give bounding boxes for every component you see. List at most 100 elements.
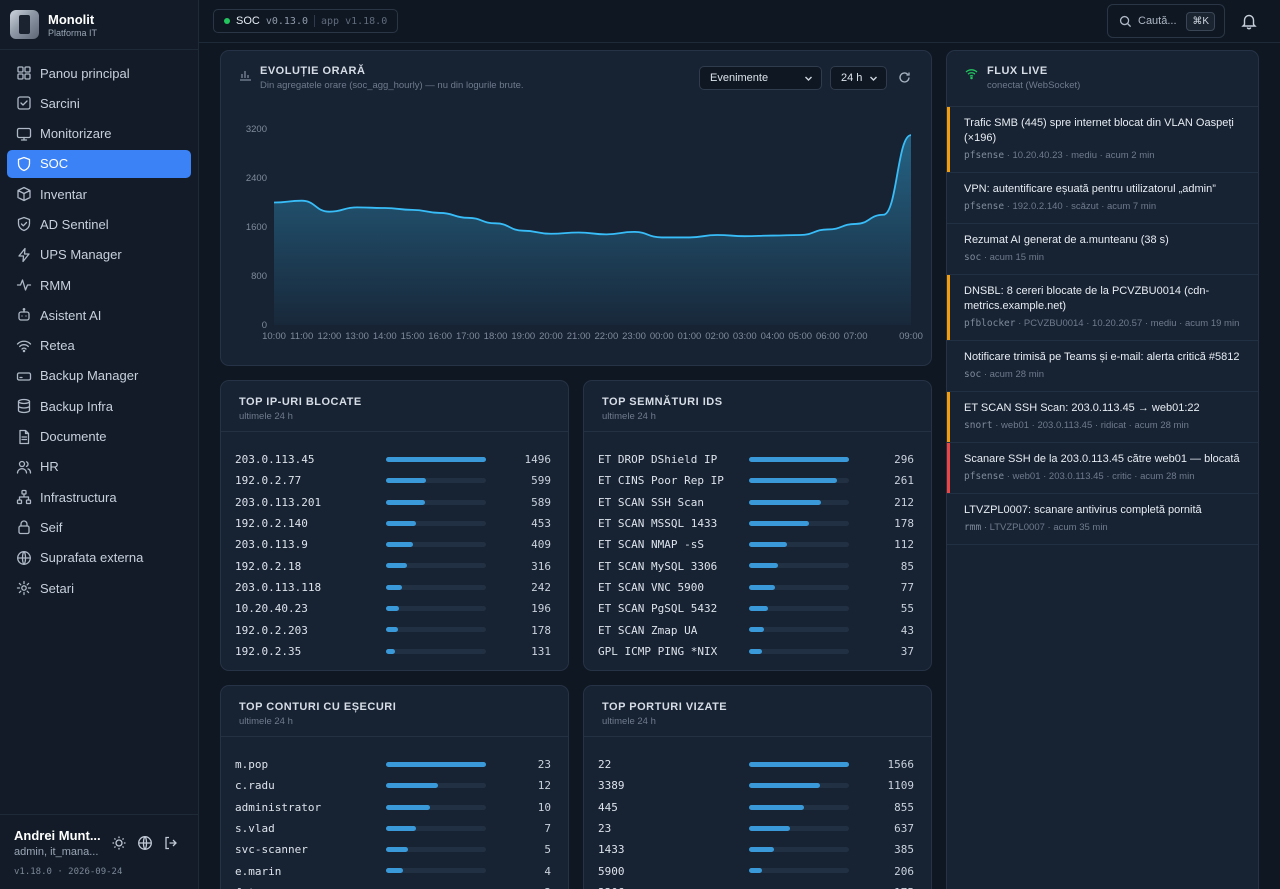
- item-value: 855: [894, 800, 914, 814]
- list-item[interactable]: GPL ICMP PING *NIX 37: [598, 641, 917, 662]
- list-item[interactable]: 5900 206: [598, 860, 917, 881]
- list-item[interactable]: 1433 385: [598, 839, 917, 860]
- item-bar: [749, 520, 849, 526]
- sidebar-item-panou-principal[interactable]: Panou principal: [7, 59, 191, 87]
- sidebar-item-hr[interactable]: HR: [7, 453, 191, 481]
- panel-title: TOP SEMNĂTURI IDS: [602, 396, 723, 408]
- sidebar-item-ups-manager[interactable]: UPS Manager: [7, 241, 191, 269]
- feed-item[interactable]: Rezumat AI generat de a.munteanu (38 s) s…: [947, 224, 1258, 275]
- top-ids-signatures-panel: TOP SEMNĂTURI IDS ultimele 24 h ET DROP DS…: [583, 380, 932, 671]
- refresh-icon[interactable]: [898, 71, 911, 84]
- sidebar-item-soc[interactable]: SOC: [7, 149, 191, 178]
- sidebar-item-backup-infra[interactable]: Backup Infra: [7, 392, 191, 420]
- sidebar-item-monitorizare[interactable]: Monitorizare: [7, 120, 191, 148]
- logout-icon[interactable]: [163, 835, 179, 851]
- sidebar-item-asistent-ai[interactable]: Asistent AI: [7, 301, 191, 329]
- list-item[interactable]: 203.0.113.118 242: [235, 577, 554, 598]
- y-tick-label: 800: [251, 271, 267, 282]
- list-item[interactable]: 10.20.40.23 196: [235, 598, 554, 619]
- list-item[interactable]: ET DROP DShield IP 296: [598, 449, 917, 470]
- feed-item[interactable]: Notificare trimisă pe Teams și e-mail: a…: [947, 341, 1258, 392]
- item-bar: [386, 868, 486, 874]
- list-item[interactable]: 192.0.2.140 453: [235, 513, 554, 534]
- list-item[interactable]: 192.0.2.203 178: [235, 619, 554, 640]
- feed-item-text: LTVZPL0007: scanare antivirus completă p…: [964, 504, 1202, 516]
- item-bar: [749, 584, 849, 590]
- sidebar-item-label: Setari: [40, 580, 74, 596]
- brand[interactable]: Monolit Platforma IT: [0, 0, 198, 50]
- list-item[interactable]: 22 1566: [598, 754, 917, 775]
- top-failed-accounts-panel: TOP CONTURI CU EȘECURI ultimele 24 h m.pop…: [220, 685, 569, 889]
- list-item[interactable]: ET SCAN SSH Scan 212: [598, 492, 917, 513]
- x-tick-label: 06:00: [816, 331, 840, 342]
- sidebar-item-seif[interactable]: Seif: [7, 513, 191, 541]
- search-button[interactable]: Caută... ⌘K: [1107, 4, 1225, 38]
- list-item[interactable]: 203.0.113.45 1496: [235, 449, 554, 470]
- live-feed-panel: FLUX LIVE conectat (WebSocket) Trafic SM…: [946, 50, 1259, 889]
- robot-icon: [16, 307, 32, 323]
- list-item[interactable]: administrator 10: [235, 797, 554, 818]
- list-item[interactable]: ET SCAN Zmap UA 43: [598, 619, 917, 640]
- list-item[interactable]: 23 637: [598, 818, 917, 839]
- list-item[interactable]: f.tomo 3: [235, 882, 554, 889]
- sidebar-item-setari[interactable]: Setari: [7, 574, 191, 602]
- sidebar-item-label: SOC: [40, 156, 69, 172]
- metric-select[interactable]: Evenimente: [699, 66, 822, 90]
- item-label: m.pop: [235, 758, 269, 772]
- list-item[interactable]: ET CINS Poor Rep IP 261: [598, 470, 917, 491]
- feed-item-meta: · acum 15 min: [983, 252, 1044, 263]
- list-item[interactable]: 192.0.2.35 131: [235, 641, 554, 662]
- list-item[interactable]: m.pop 23: [235, 754, 554, 775]
- range-select[interactable]: 24 h: [830, 66, 887, 90]
- item-label: 23: [598, 822, 612, 836]
- list-item[interactable]: ET SCAN MySQL 3306 85: [598, 555, 917, 576]
- feed-item[interactable]: Trafic SMB (445) spre internet blocat di…: [947, 107, 1258, 173]
- sidebar-item-rmm[interactable]: RMM: [7, 271, 191, 299]
- feed-item[interactable]: DNSBL: 8 cereri blocate de la PCVZBU0014…: [947, 275, 1258, 341]
- item-label: ET SCAN PgSQL 5432: [598, 602, 718, 616]
- list-item[interactable]: 3389 1109: [598, 775, 917, 796]
- sidebar-item-ad-sentinel[interactable]: AD Sentinel: [7, 210, 191, 238]
- sidebar-item-inventar[interactable]: Inventar: [7, 180, 191, 208]
- feed-item-source: pfsense: [964, 150, 1005, 161]
- list-item[interactable]: ET SCAN MSSQL 1433 178: [598, 513, 917, 534]
- feed-item[interactable]: Scanare SSH de la 203.0.113.45 către web…: [947, 443, 1258, 494]
- panel-subtitle: ultimele 24 h: [239, 411, 293, 422]
- list-item[interactable]: ET SCAN PgSQL 5432 55: [598, 598, 917, 619]
- item-bar: [749, 542, 849, 548]
- metric-select-value: Evenimente: [710, 72, 769, 84]
- sidebar-item-sarcini[interactable]: Sarcini: [7, 89, 191, 117]
- list-item[interactable]: 3306 175: [598, 882, 917, 889]
- notifications-bell-icon[interactable]: [1240, 12, 1258, 30]
- x-tick-label: 20:00: [539, 331, 563, 342]
- item-bar: [386, 627, 486, 633]
- status-dot: [224, 18, 230, 24]
- list-item[interactable]: 203.0.113.9 409: [235, 534, 554, 555]
- list-item[interactable]: 192.0.2.18 316: [235, 555, 554, 576]
- list-item[interactable]: e.marin 4: [235, 860, 554, 881]
- sidebar-item-suprafata-externa[interactable]: Suprafata externa: [7, 544, 191, 572]
- list-item[interactable]: ET SCAN NMAP -sS 112: [598, 534, 917, 555]
- feed-item[interactable]: VPN: autentificare eșuată pentru utiliza…: [947, 173, 1258, 224]
- list-item[interactable]: 445 855: [598, 797, 917, 818]
- list-item[interactable]: ET SCAN VNC 5900 77: [598, 577, 917, 598]
- language-globe-icon[interactable]: [137, 835, 153, 851]
- feed-item[interactable]: LTVZPL0007: scanare antivirus completă p…: [947, 494, 1258, 545]
- sidebar-item-backup-manager[interactable]: Backup Manager: [7, 362, 191, 390]
- live-feed-list: Trafic SMB (445) spre internet blocat di…: [947, 106, 1258, 545]
- app-version-badge: app v1.18.0: [321, 15, 388, 27]
- feed-item[interactable]: ET SCAN SSH Scan: 203.0.113.45 → web01:2…: [947, 392, 1258, 443]
- item-value: 55: [900, 602, 914, 616]
- module-name: SOC: [236, 15, 260, 27]
- list-item[interactable]: 203.0.113.201 589: [235, 492, 554, 513]
- list-item[interactable]: c.radu 12: [235, 775, 554, 796]
- sidebar-item-retea[interactable]: Retea: [7, 332, 191, 360]
- list-item[interactable]: s.vlad 7: [235, 818, 554, 839]
- list-item[interactable]: 192.0.2.77 599: [235, 470, 554, 491]
- x-tick-label: 14:00: [373, 331, 397, 342]
- sidebar-item-documente[interactable]: Documente: [7, 423, 191, 451]
- sidebar-item-infrastructura[interactable]: Infrastructura: [7, 483, 191, 511]
- theme-toggle-sun-icon[interactable]: [111, 835, 127, 851]
- list-item[interactable]: svc-scanner 5: [235, 839, 554, 860]
- item-label: svc-scanner: [235, 843, 308, 857]
